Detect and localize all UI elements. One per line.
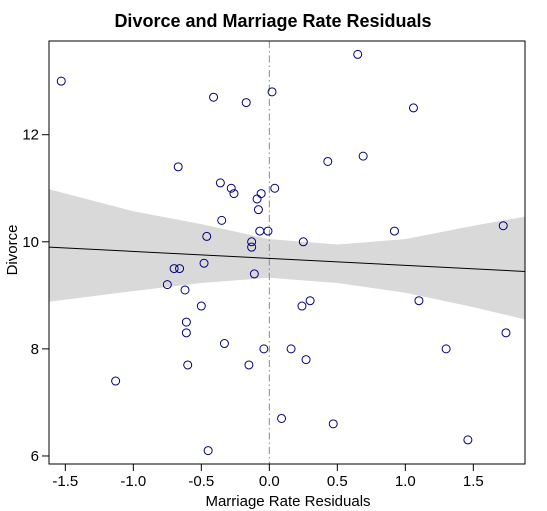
data-point-34 <box>277 413 287 423</box>
data-point-29 <box>256 189 266 199</box>
data-point-4 <box>169 264 179 274</box>
data-point-23 <box>247 237 257 247</box>
data-point-24 <box>247 242 257 252</box>
data-point-15 <box>209 92 219 102</box>
data-point-36 <box>297 301 307 311</box>
y-tick-label: 6 <box>31 448 39 465</box>
x-tick-label: 0.0 <box>259 473 280 490</box>
plot-frame <box>48 40 526 465</box>
data-point-31 <box>263 226 273 236</box>
confidence-band <box>49 189 525 320</box>
x-axis-label: Marriage Rate Residuals <box>205 493 370 510</box>
data-point-5 <box>173 162 183 172</box>
data-point-12 <box>199 258 209 268</box>
data-point-42 <box>353 49 363 59</box>
x-tick-label: 1.0 <box>395 473 416 490</box>
data-point-13 <box>202 231 212 241</box>
data-point-43 <box>358 151 368 161</box>
y-tick-label: 10 <box>22 234 39 251</box>
y-tick-label: 8 <box>31 341 39 358</box>
data-point-7 <box>180 285 190 295</box>
data-point-47 <box>441 344 451 354</box>
data-point-25 <box>249 269 259 279</box>
data-point-39 <box>305 296 315 306</box>
data-point-48 <box>463 435 473 445</box>
data-point-26 <box>252 194 262 204</box>
x-tick-label: 1.5 <box>463 473 484 490</box>
data-point-6 <box>175 264 185 274</box>
data-point-11 <box>196 301 206 311</box>
data-point-8 <box>181 317 191 327</box>
data-point-9 <box>181 328 191 338</box>
data-point-21 <box>241 98 251 108</box>
data-point-46 <box>414 296 424 306</box>
data-point-10 <box>183 360 193 370</box>
data-point-44 <box>389 226 399 236</box>
data-point-1 <box>56 76 66 86</box>
data-point-32 <box>267 87 277 97</box>
data-point-41 <box>328 419 338 429</box>
y-tick-label: 12 <box>22 127 39 144</box>
data-point-17 <box>217 215 227 225</box>
regression-line <box>49 246 525 272</box>
chart-title: Divorce and Marriage Rate Residuals <box>114 11 431 31</box>
x-tick-label: -1.5 <box>52 473 78 490</box>
plot-area <box>48 40 526 465</box>
data-point-3 <box>162 280 172 290</box>
plot-layer <box>49 41 525 464</box>
data-point-2 <box>111 376 121 386</box>
x-tick-label: 0.5 <box>327 473 348 490</box>
y-axis: 6 8 10 12 <box>22 127 49 465</box>
data-point-19 <box>226 183 236 193</box>
data-point-37 <box>298 237 308 247</box>
data-point-38 <box>301 355 311 365</box>
data-point-27 <box>253 205 263 215</box>
x-axis: -1.5 -1.0 -0.5 0.0 0.5 1.0 1.5 <box>52 464 484 490</box>
data-point-20 <box>229 189 239 199</box>
data-point-45 <box>408 103 418 113</box>
data-point-22 <box>244 360 254 370</box>
data-point-33 <box>270 183 280 193</box>
data-point-35 <box>286 344 296 354</box>
data-point-14 <box>203 446 213 456</box>
data-point-18 <box>219 339 229 349</box>
x-tick-label: -1.0 <box>120 473 146 490</box>
y-axis-label: Divorce <box>4 225 21 276</box>
data-point-30 <box>259 344 269 354</box>
data-point-50 <box>501 328 511 338</box>
data-point-28 <box>255 226 265 236</box>
data-point-16 <box>215 178 225 188</box>
data-point-40 <box>323 156 333 166</box>
data-point-49 <box>498 221 508 231</box>
x-tick-label: -0.5 <box>188 473 214 490</box>
